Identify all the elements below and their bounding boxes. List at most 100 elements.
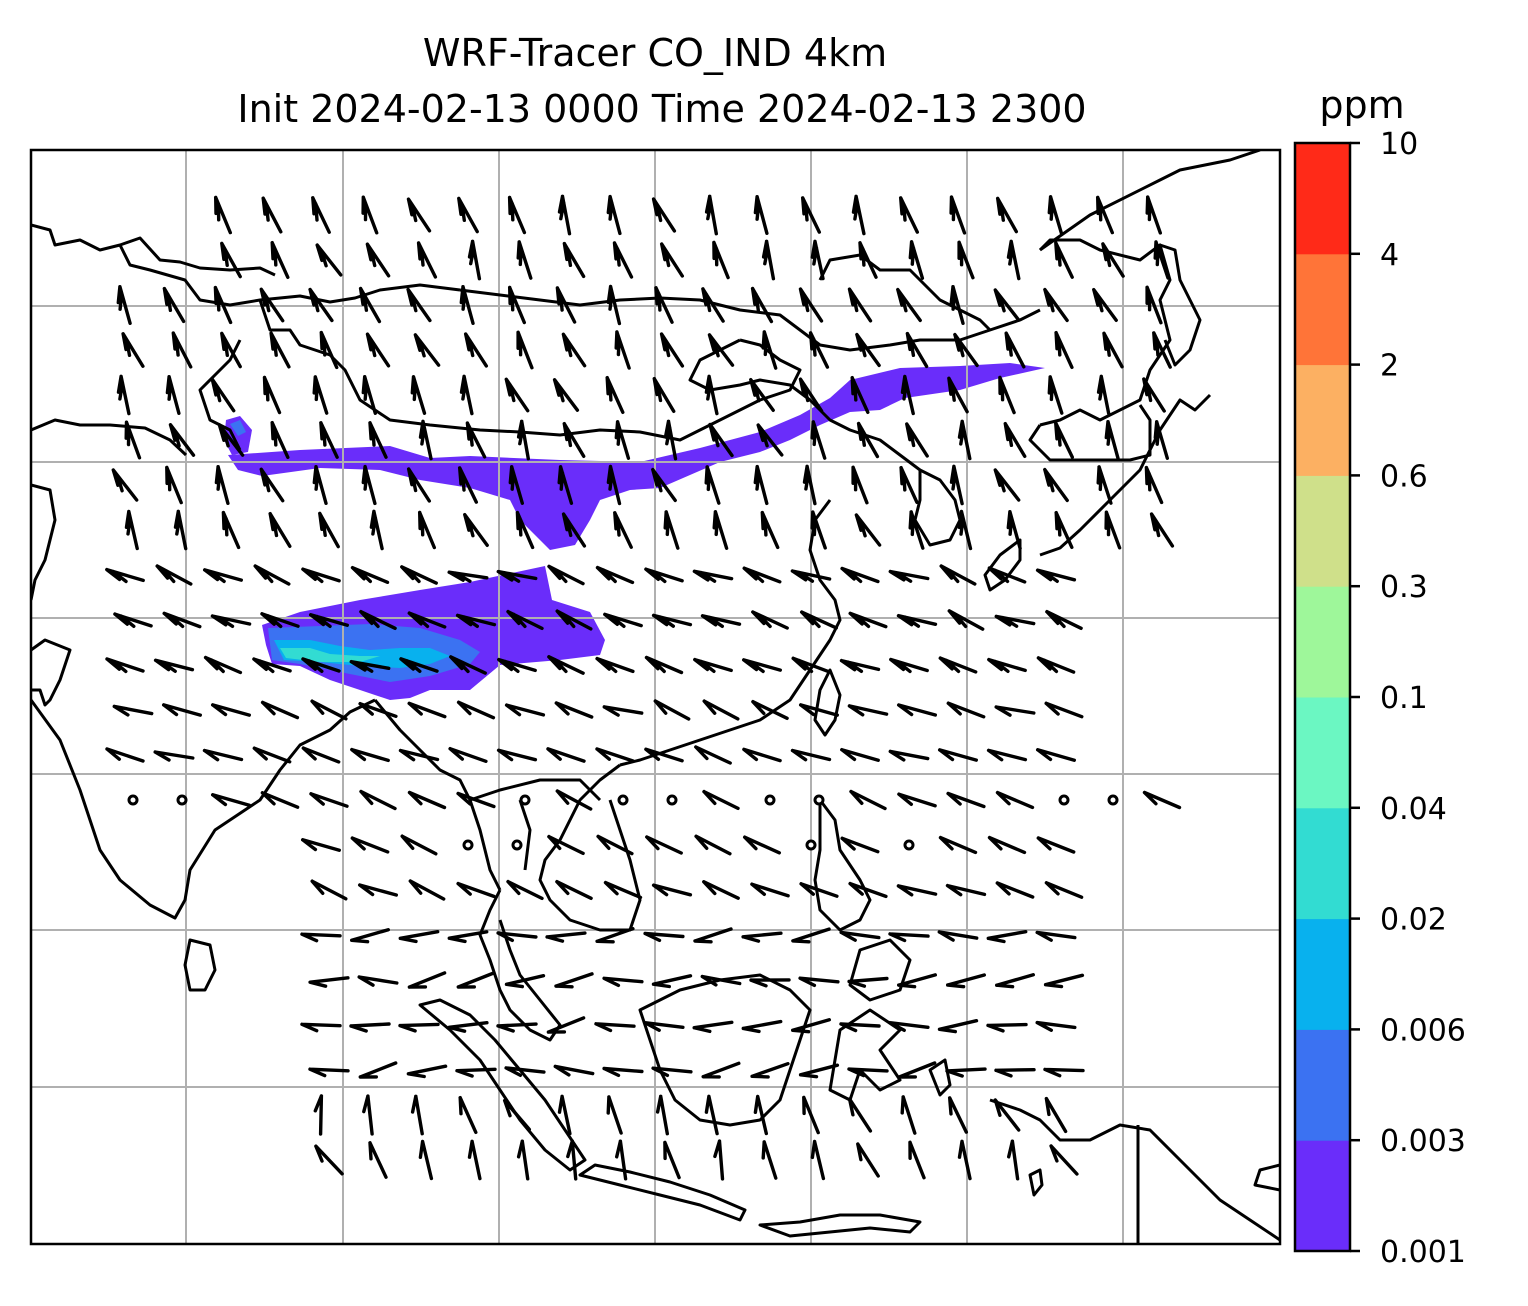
coastlines (31, 150, 1280, 1244)
wind-barb (994, 614, 1036, 628)
wind-barb (790, 569, 832, 583)
colorbar-tick-label: 0.3 (1380, 570, 1428, 605)
wind-barb (645, 835, 683, 855)
wind-barb (802, 464, 817, 506)
wind-barb (753, 195, 769, 235)
wind-barb (751, 700, 789, 720)
wind-barb (260, 791, 300, 809)
wind-barb (896, 614, 938, 628)
colorbar-segment (1295, 1029, 1350, 1141)
wind-barb (702, 699, 740, 721)
wind-barb (456, 700, 496, 720)
wind-barb (400, 834, 438, 856)
wind-barb (643, 931, 685, 943)
wind-barb (1007, 1139, 1020, 1181)
wind-barb (897, 703, 937, 717)
wind-barb (358, 883, 398, 897)
colorbar-tick-label: 0.001 (1380, 1235, 1466, 1270)
colorbar-segment (1295, 253, 1350, 366)
wind-barb (516, 419, 530, 461)
wind-barb (1004, 331, 1026, 369)
wind-barb (900, 1095, 917, 1135)
wind-barb (262, 375, 282, 415)
colorbar-tick-label: 10 (1380, 127, 1418, 162)
wind-barb (358, 702, 398, 718)
wind-barb (948, 1096, 968, 1134)
wind-barb (309, 613, 349, 628)
wind-barb (701, 1061, 741, 1079)
wind-barb (162, 286, 186, 324)
wind-barb (993, 288, 1021, 322)
wind-barb (791, 656, 831, 674)
wind-barb (743, 835, 781, 855)
wind-barb (993, 468, 1021, 502)
wind-barb (554, 972, 594, 989)
wind-barb (840, 566, 880, 584)
wind-barb (953, 332, 979, 368)
wind-barb (995, 881, 1035, 899)
wind-barb (566, 1139, 578, 1181)
wind-barb (1006, 510, 1022, 550)
wind-barb (848, 881, 888, 899)
wind-barb (508, 285, 526, 325)
wind-barb (896, 884, 938, 897)
wind-barb (418, 510, 436, 550)
wind-barb (742, 566, 782, 584)
wind-barb (504, 974, 546, 989)
wind-barb (949, 285, 965, 325)
wind-barb (555, 286, 577, 324)
wind-barb (361, 375, 377, 415)
wind-barb (547, 834, 585, 856)
wind-barb (467, 239, 482, 281)
wind-barb (702, 880, 740, 900)
wind-barb (798, 377, 824, 413)
wind-barb (165, 465, 183, 505)
wind-barb (155, 564, 193, 586)
wind-barb (547, 564, 585, 586)
wind-barb (750, 286, 774, 324)
wind-barb (459, 374, 474, 416)
calm-marker (1107, 794, 1119, 806)
wind-barb (268, 512, 292, 548)
wind-barb (545, 931, 587, 943)
wind-barb (839, 658, 881, 673)
wind-barb (359, 789, 397, 811)
wind-barb (602, 976, 644, 988)
wind-barb (938, 748, 978, 762)
wind-barb (555, 789, 593, 811)
wind-barb (753, 464, 769, 506)
colorbar-segment (1295, 364, 1350, 476)
wind-barb (350, 566, 390, 584)
wind-barb (1043, 973, 1085, 989)
wind-barb (957, 509, 973, 551)
wind-barb (1152, 331, 1172, 369)
colorbar-unit: ppm (1319, 83, 1404, 127)
colorbar-tick-label: 4 (1380, 238, 1399, 273)
wind-barb (168, 423, 196, 457)
colorbar-segment (1295, 143, 1350, 255)
wind-barb (750, 1062, 790, 1079)
wind-barb (605, 376, 625, 414)
wind-barb (694, 834, 732, 856)
wind-barb (905, 331, 929, 369)
wind-barb (791, 927, 831, 944)
wind-barb (613, 511, 633, 549)
wind-barb (555, 880, 593, 900)
wind-barb (993, 1098, 1021, 1132)
wind-barb (947, 376, 969, 414)
wind-barb (651, 197, 677, 233)
wind-barb (1043, 467, 1069, 503)
wind-barb (406, 1064, 448, 1079)
wind-barb (847, 976, 889, 988)
title-line-2: Init 2024-02-13 0000 Time 2024-02-13 230… (237, 87, 1086, 131)
colorbar-tick-label: 0.04 (1380, 792, 1447, 827)
wind-barb (799, 703, 839, 717)
wind-barb (799, 882, 839, 898)
wind-barb (761, 1140, 778, 1180)
wind-barb (456, 971, 496, 989)
colorbar-tick-label: 0.003 (1380, 1124, 1466, 1159)
wind-barb (712, 510, 729, 550)
calm-marker (805, 839, 817, 851)
wind-barb (314, 1144, 344, 1176)
